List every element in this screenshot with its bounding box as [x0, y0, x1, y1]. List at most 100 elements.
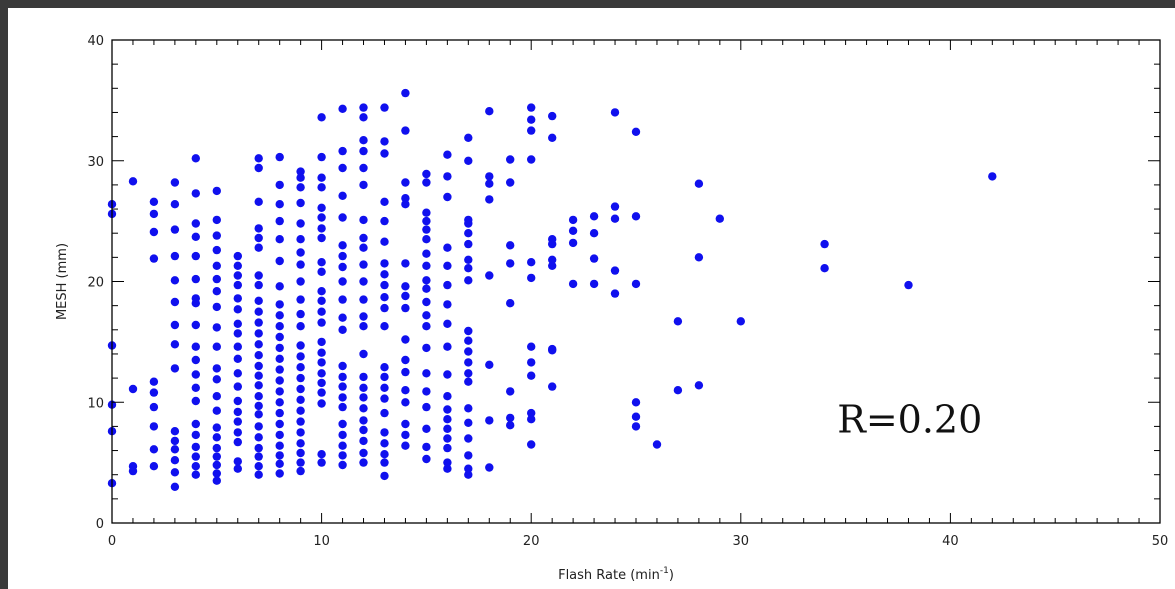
data-point [212, 460, 221, 470]
data-point [464, 347, 473, 356]
data-point [338, 441, 347, 450]
data-point [527, 440, 536, 449]
data-point [631, 279, 641, 289]
data-point [254, 470, 263, 479]
data-point [422, 225, 431, 234]
data-point [736, 317, 745, 326]
data-point [359, 312, 368, 321]
data-point [296, 173, 305, 182]
data-point [149, 377, 159, 386]
data-point [359, 322, 368, 331]
data-point [631, 412, 641, 421]
data-point [212, 452, 221, 461]
data-point [694, 253, 704, 262]
data-point [443, 415, 452, 424]
data-point [464, 404, 473, 413]
data-point [443, 405, 452, 414]
data-point [254, 443, 263, 453]
data-point [275, 343, 284, 353]
data-point [401, 259, 410, 268]
data-point [212, 231, 221, 240]
data-point [506, 299, 515, 308]
data-point [359, 277, 368, 286]
x-tick-label: 0 [108, 534, 116, 549]
data-point [548, 255, 557, 264]
data-point [275, 216, 284, 226]
data-point [275, 365, 284, 374]
data-point [296, 260, 305, 269]
data-point [359, 436, 368, 446]
data-point [338, 402, 347, 412]
data-point [191, 430, 200, 440]
data-point [170, 445, 180, 454]
data-point [464, 464, 473, 473]
data-point [212, 245, 221, 255]
data-point [485, 179, 494, 188]
data-point [401, 88, 410, 98]
data-point [904, 280, 913, 290]
data-point [359, 136, 368, 145]
data-point [191, 370, 200, 379]
data-point [673, 386, 683, 395]
data-point [212, 443, 221, 453]
data-point [317, 307, 326, 316]
data-point [233, 417, 242, 426]
data-point [170, 364, 180, 373]
data-point [568, 279, 578, 289]
data-point [506, 421, 515, 430]
data-point [275, 408, 284, 418]
data-point [527, 115, 536, 124]
data-point [191, 274, 200, 284]
data-point [233, 280, 242, 290]
data-point [170, 225, 180, 234]
data-point [380, 450, 389, 459]
data-point [275, 376, 284, 385]
data-point [212, 406, 221, 415]
data-point [401, 430, 410, 440]
data-point [128, 177, 138, 186]
data-point [233, 271, 242, 280]
data-point [464, 276, 473, 285]
data-point [296, 395, 305, 404]
data-point [296, 373, 305, 383]
data-point [233, 382, 242, 391]
data-point [338, 163, 347, 173]
data-point [422, 424, 431, 433]
data-point [589, 229, 599, 238]
data-point [422, 261, 431, 270]
data-point [422, 343, 431, 353]
data-point [338, 325, 347, 334]
data-point [820, 264, 829, 273]
data-point [422, 235, 431, 244]
data-point [443, 280, 452, 290]
x-axis-title: Flash Rate (min-1) [558, 566, 674, 583]
data-point [422, 249, 431, 258]
data-point [589, 254, 599, 263]
data-point [275, 387, 284, 396]
data-point [191, 383, 200, 392]
data-point [443, 342, 452, 351]
data-point [296, 406, 305, 415]
data-point [464, 377, 473, 386]
data-point [254, 271, 263, 280]
data-point [170, 427, 180, 436]
data-point [359, 295, 368, 304]
data-point [212, 392, 221, 401]
data-point [212, 215, 221, 225]
data-point [359, 146, 368, 156]
data-point [296, 341, 305, 350]
data-point [317, 318, 326, 327]
data-point [506, 155, 515, 164]
data-point [212, 186, 221, 196]
data-point [317, 348, 326, 357]
data-point [233, 329, 242, 338]
data-point [422, 169, 431, 179]
data-point [464, 326, 473, 336]
data-point [317, 388, 326, 397]
data-point [191, 342, 200, 351]
data-point [359, 416, 368, 425]
data-point [254, 351, 263, 360]
data-point [506, 413, 515, 423]
data-point [380, 259, 389, 268]
data-point [548, 111, 557, 121]
